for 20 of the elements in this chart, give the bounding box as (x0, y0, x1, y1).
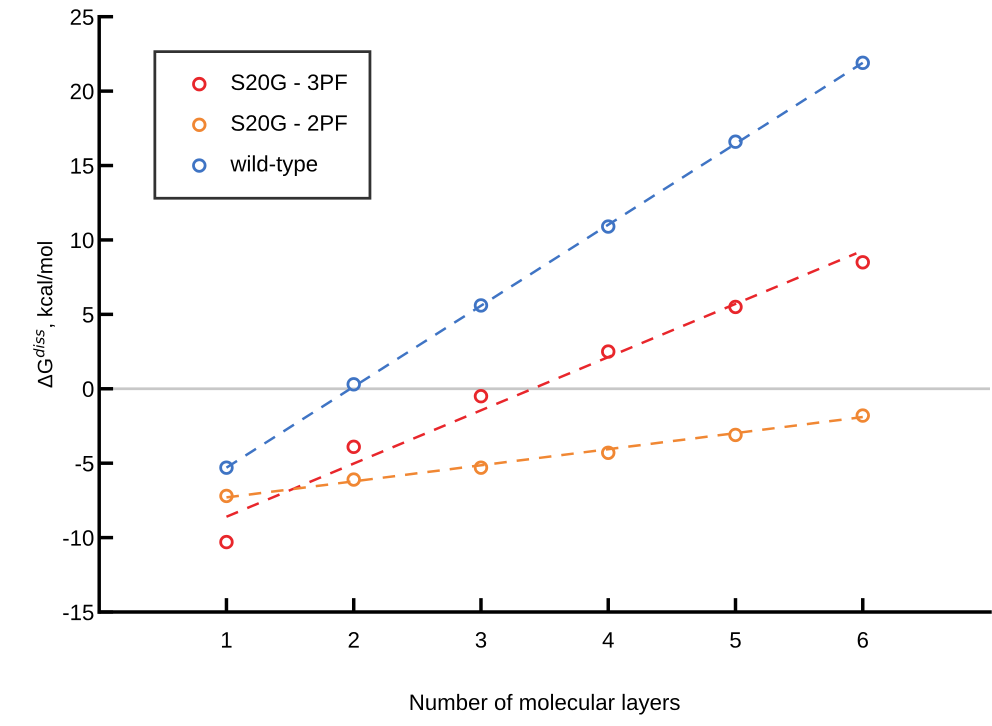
y-tick-label: -5 (76, 456, 94, 472)
y-tick-label: 15 (71, 158, 94, 174)
legend-label: wild-type (230, 155, 318, 176)
x-tick-label: 1 (222, 632, 232, 648)
x-axis-title: Number of molecular layers (410, 694, 680, 715)
legend-label: S20G - 2PF (231, 115, 347, 131)
y-axis-title: ΔG$^{diss}$, kcal/mol (33, 242, 55, 388)
y-tick-label: 10 (71, 232, 94, 248)
y-tick-label: 20 (70, 84, 94, 100)
x-tick-label: 6 (858, 632, 868, 648)
x-tick-label: 5 (730, 632, 741, 648)
y-tick-label: 5 (82, 307, 94, 323)
legend-label: S20G - 3PF (231, 74, 347, 90)
y-tick-label: -10 (63, 530, 94, 546)
x-tick-label: 4 (602, 632, 614, 648)
y-tick-label: 0 (82, 381, 94, 398)
x-tick-label: 2 (348, 632, 359, 648)
y-tick-label: 25 (70, 9, 94, 25)
y-tick-label: -15 (63, 604, 94, 620)
x-tick-label: 3 (476, 632, 486, 648)
